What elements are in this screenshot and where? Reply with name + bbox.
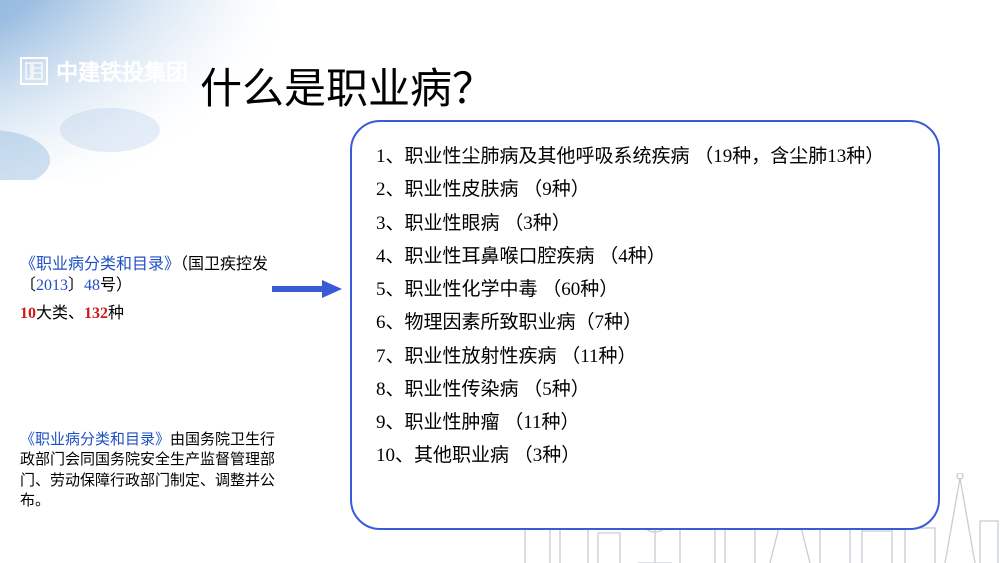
- slide-title: 什么是职业病？: [200, 55, 494, 116]
- org-name: 中建铁投集团: [56, 55, 188, 87]
- category-item: 10、其他职业病 （3种）: [376, 439, 914, 472]
- category-item: 4、职业性耳鼻喉口腔疾病 （4种）: [376, 240, 914, 273]
- category-list: 1、职业性尘肺病及其他呼吸系统疾病 （19种，含尘肺13种）2、职业性皮肤病 （…: [376, 140, 914, 473]
- arrow-icon: [272, 280, 342, 298]
- category-item: 1、职业性尘肺病及其他呼吸系统疾病 （19种，含尘肺13种）: [376, 140, 914, 173]
- ref-doc-name: 《职业病分类和目录》: [20, 256, 180, 273]
- category-item: 3、职业性眼病 （3种）: [376, 207, 914, 240]
- org-logo: 中建铁投集团: [20, 55, 188, 87]
- reference-block: 《职业病分类和目录》（国卫疾控发〔2013〕48号） 10大类、132种: [20, 255, 270, 323]
- category-item: 6、物理因素所致职业病（7种）: [376, 306, 914, 339]
- category-item: 5、职业性化学中毒 （60种）: [376, 273, 914, 306]
- category-item: 9、职业性肿瘤 （11种）: [376, 406, 914, 439]
- category-item: 2、职业性皮肤病 （9种）: [376, 173, 914, 206]
- category-box: 1、职业性尘肺病及其他呼吸系统疾病 （19种，含尘肺13种）2、职业性皮肤病 （…: [350, 120, 940, 530]
- reference-line-2: 10大类、132种: [20, 299, 270, 323]
- footnote-doc-name: 《职业病分类和目录》: [20, 432, 170, 448]
- reference-line-1: 《职业病分类和目录》（国卫疾控发〔2013〕48号）: [20, 255, 270, 297]
- logo-mark-icon: [20, 57, 48, 85]
- category-item: 7、职业性放射性疾病 （11种）: [376, 340, 914, 373]
- category-item: 8、职业性传染病 （5种）: [376, 373, 914, 406]
- footnote-block: 《职业病分类和目录》由国务院卫生行政部门会同国务院安全生产监督管理部门、劳动保障…: [20, 430, 280, 511]
